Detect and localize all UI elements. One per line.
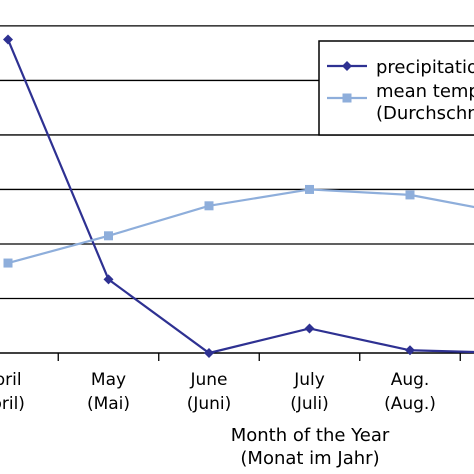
x-tick-label: Aug.	[391, 370, 430, 390]
series-line-1	[7, 188, 474, 265]
data-point-square	[104, 231, 113, 241]
x-tick-label-sub: (Aug.)	[384, 394, 436, 414]
data-point-diamond	[405, 345, 415, 356]
legend-box	[318, 40, 474, 136]
x-axis-ticks	[57, 353, 461, 361]
data-point-diamond	[3, 34, 13, 45]
series-markers	[3, 34, 415, 358]
data-point-diamond	[204, 348, 214, 358]
x-tick-label-sub: (Mai)	[87, 394, 130, 414]
x-tick-label-sub: pril)	[0, 394, 25, 414]
x-tick-label-sub: (Juli)	[290, 394, 329, 414]
x-axis-tick-labels: pril pril) May (Mai) June (Juni) July (Juli) Aug…	[0, 370, 436, 414]
x-tick-label: July	[293, 370, 325, 390]
legend-label: precipitatio	[376, 57, 474, 78]
data-point-square	[305, 184, 314, 194]
data-point-square	[3, 258, 13, 268]
legend-label: (Durchschn	[376, 103, 474, 124]
legend-label: mean temp	[376, 81, 474, 102]
data-point-square	[405, 190, 415, 200]
data-point-square	[204, 201, 214, 211]
legend-marker-diamond	[342, 61, 352, 71]
x-tick-label: pril	[0, 370, 22, 390]
x-tick-label: June	[189, 370, 227, 390]
x-tick-label: May	[91, 370, 126, 390]
data-point-diamond	[304, 323, 315, 334]
x-axis-label-sub: (Monat im Jahr)	[240, 448, 379, 469]
data-point-diamond	[103, 274, 114, 285]
series-lines	[6, 39, 474, 355]
x-tick-label-sub: (Juni)	[187, 394, 232, 414]
x-axis-label: Month of the Year	[231, 425, 390, 446]
legend: precipitatio mean temp(Durchschn	[318, 40, 474, 136]
legend-marker-square	[342, 93, 352, 103]
